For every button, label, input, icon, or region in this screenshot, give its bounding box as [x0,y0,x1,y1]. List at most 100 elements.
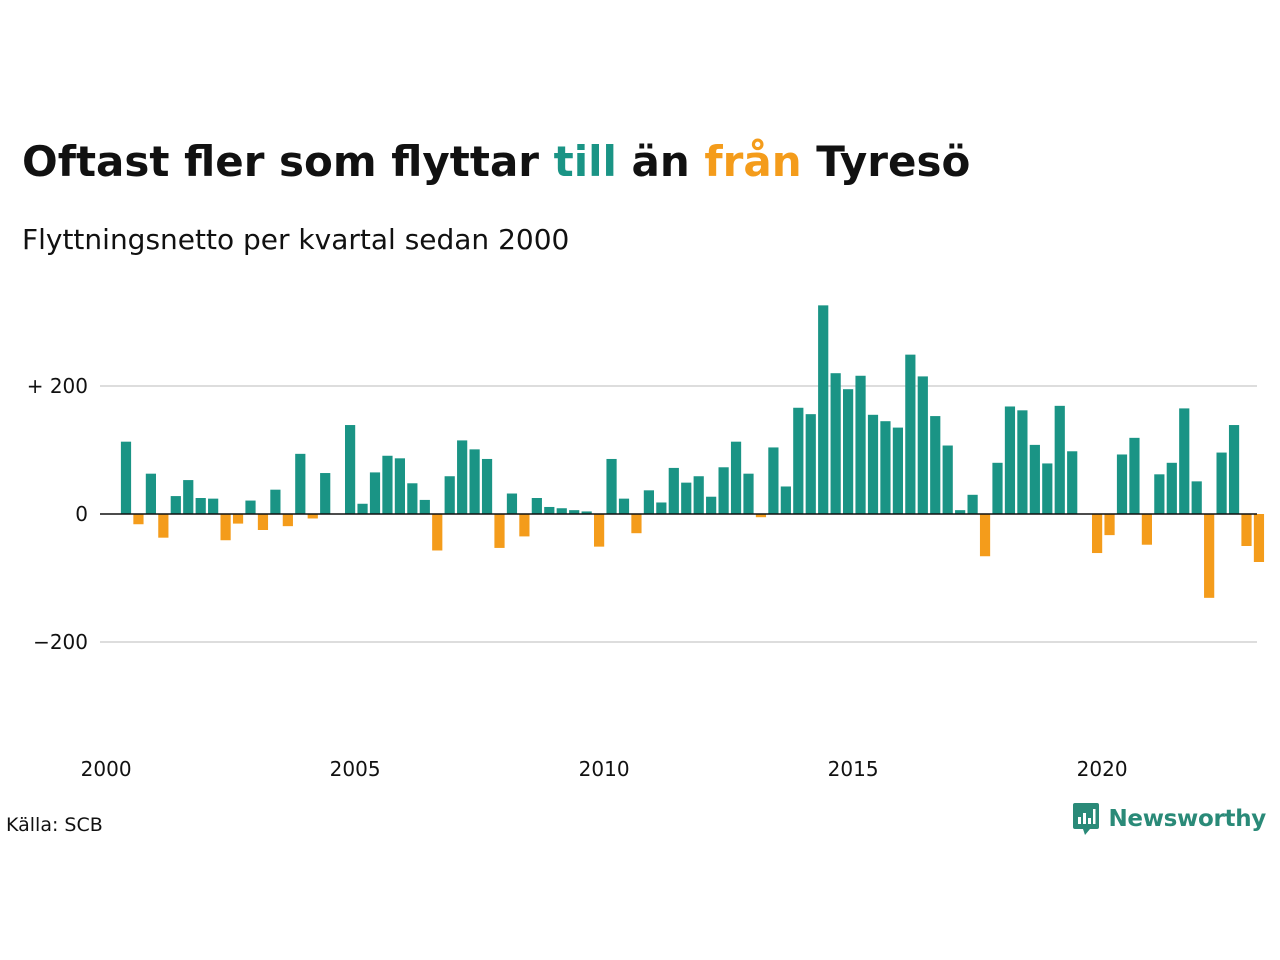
title-highlight-fran: från [704,137,802,186]
bar [979,514,991,557]
bar [656,502,667,514]
bar [282,514,293,527]
bar [407,483,418,514]
bar [145,473,156,514]
bar [158,514,169,538]
bar [120,441,132,514]
bar [581,511,592,514]
bar [394,458,405,514]
bar [432,514,443,551]
bar [1042,463,1053,514]
bar [369,472,381,514]
bar [1092,514,1103,554]
bar [955,510,966,514]
bar [793,407,804,514]
bar [905,354,916,514]
bar [1017,410,1028,514]
bar [917,376,928,514]
x-tick-label: 2015 [828,757,879,781]
bar [1154,474,1165,514]
bar-chart: + 200 0 −200 2000 2005 2010 2015 2020 [27,305,1265,781]
x-tick-label: 2020 [1077,757,1128,781]
bar [382,455,393,514]
bar [270,489,281,514]
bar [830,373,841,514]
bar [743,473,754,514]
bar [1004,406,1016,514]
x-tick-label: 2005 [330,757,381,781]
logo-text: Newsworthy [1108,806,1266,832]
bar [1054,405,1065,514]
bar [357,503,368,514]
bar [1116,454,1128,514]
source-label: Källa: SCB [6,814,103,836]
bar [1166,462,1177,514]
x-tick-label: 2000 [81,757,132,781]
y-tick-label: −200 [33,630,88,654]
bar [1141,514,1152,545]
bar [320,473,331,514]
bar [494,514,505,548]
bar [1216,452,1227,514]
bar [220,514,231,541]
axis-layer: + 200 0 −200 2000 2005 2010 2015 2020 [27,374,1257,781]
bar [992,462,1003,514]
bar [295,453,306,514]
bar [469,449,480,514]
bar [481,458,493,514]
bar [506,493,518,514]
bar [208,498,219,514]
y-tick-label: + 200 [27,374,88,398]
bar [1228,425,1240,514]
bar [345,425,356,514]
bar [245,500,256,514]
grid-layer [100,385,1257,643]
bar [892,427,903,514]
bar [556,508,567,514]
title-part-3: Tyresö [801,137,971,186]
bar [631,514,642,534]
bar [730,441,742,514]
bar [457,440,468,514]
bar [930,416,941,514]
bar [942,445,953,514]
bar [967,494,978,514]
bar [594,514,605,547]
bar [693,476,704,514]
bar [569,510,580,514]
bar [195,498,206,514]
bar [1241,514,1252,546]
bar [1067,451,1078,514]
bar [843,389,854,514]
y-tick-label: 0 [75,502,88,526]
bar [755,514,767,518]
bar [780,486,791,514]
title-highlight-till: till [553,137,617,186]
bar [1179,408,1190,514]
bar [606,458,617,514]
newsworthy-logo: Newsworthy [1072,802,1266,836]
bar [544,506,555,514]
bar [419,499,430,514]
bar [531,498,542,514]
chart-subtitle: Flyttningsnetto per kvartal sedan 2000 [22,223,570,256]
bar [170,496,181,514]
bar [880,421,891,514]
bar [718,467,729,514]
chart-title: Oftast fler som flyttar till än från Tyr… [22,132,970,192]
bar [681,482,692,514]
bar [1204,514,1215,598]
bar [133,514,144,525]
bar [232,514,244,524]
bar [307,514,318,519]
bar [1191,481,1202,514]
chart-speech-bubble-icon [1073,803,1100,835]
bar [1129,437,1140,514]
bar [855,375,866,514]
bar [818,305,829,514]
bar [1104,514,1115,536]
title-part-1: Oftast fler som flyttar [22,137,554,186]
bar [519,514,530,537]
bar [867,414,879,514]
bar [183,480,194,514]
